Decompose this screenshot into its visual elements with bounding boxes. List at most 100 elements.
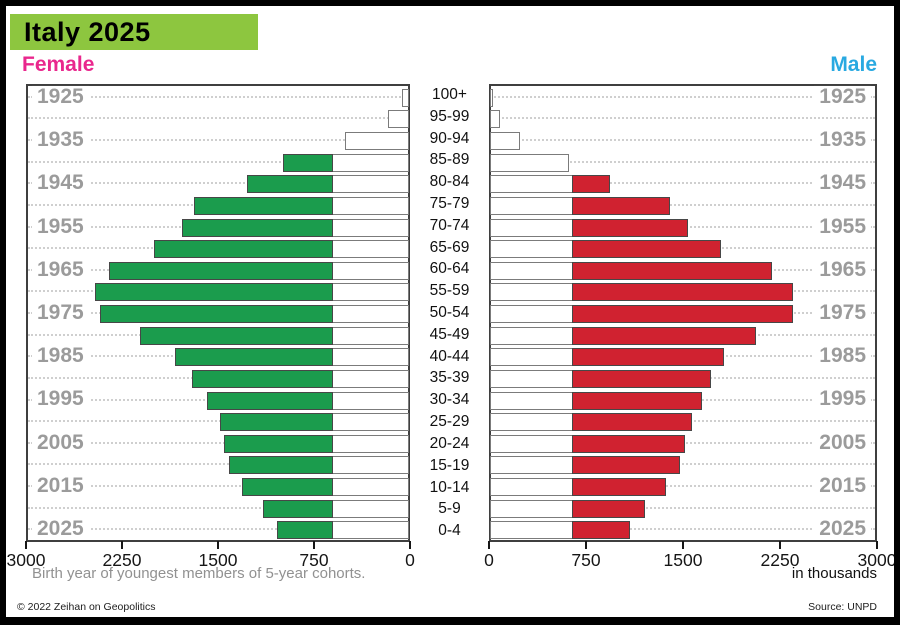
male-bar — [490, 326, 757, 345]
axis-tickmark — [876, 541, 878, 549]
female-axis-tickmarks — [25, 541, 411, 549]
axis-tick-label: 1500 — [663, 550, 703, 570]
male-cohort-row — [490, 151, 875, 173]
male-bar-colored-segment — [572, 261, 773, 280]
axis-tickmark — [779, 541, 781, 549]
female-birth-year-label: 1995 — [32, 388, 89, 411]
axis-tick-label: 750 — [299, 550, 329, 570]
female-bar-colored-segment — [108, 261, 334, 280]
female-axis-labels: 3000 2250 1500 750 0 — [7, 550, 415, 570]
age-group-label: 5-9 — [438, 500, 461, 518]
female-bar-colored-segment — [206, 391, 334, 410]
male-birth-year-label: 1935 — [814, 128, 871, 152]
male-bar-colored-segment — [572, 218, 689, 237]
female-cohort-row — [28, 86, 409, 108]
male-cohort-row — [490, 454, 875, 476]
male-bar — [490, 305, 793, 324]
male-birth-year-label: 2005 — [814, 431, 871, 454]
female-bar — [344, 132, 409, 151]
female-cohort-row — [28, 497, 409, 519]
male-axis-title: Male — [830, 53, 877, 76]
female-birth-year-label: 2015 — [32, 474, 89, 497]
female-birth-year-label: 1965 — [32, 258, 89, 281]
female-chart: 1925 1935 1945 1955 1965 1975 1985 1995 2005 2015… — [26, 84, 410, 542]
female-bar-colored-segment — [182, 218, 334, 237]
male-birth-year-label: 1995 — [814, 388, 871, 411]
female-bar — [388, 110, 409, 129]
male-birth-year-label: 1945 — [814, 172, 871, 195]
chart-title-badge: Italy 2025 — [10, 14, 258, 50]
male-cohort-row — [490, 432, 875, 454]
female-cohort-row — [28, 367, 409, 389]
male-bar — [490, 153, 569, 172]
male-bar-colored-segment — [572, 369, 711, 388]
male-birth-year-label: 2025 — [814, 518, 871, 541]
source-text: Source: UNPD — [808, 601, 877, 613]
age-group-label: 35-39 — [429, 369, 470, 387]
male-cohort-row — [490, 324, 875, 346]
chart-title: Italy 2025 — [24, 16, 151, 47]
female-cohort-row — [28, 151, 409, 173]
female-cohort-row — [28, 108, 409, 130]
axis-tickmark — [409, 541, 411, 549]
age-group-label: 55-59 — [429, 282, 470, 300]
male-birth-year-label: 2015 — [814, 474, 871, 497]
male-cohort-row — [490, 281, 875, 303]
female-bar-colored-segment — [192, 369, 334, 388]
male-bar — [490, 369, 711, 388]
female-bar — [206, 391, 409, 410]
female-bar — [247, 175, 409, 194]
male-bar-colored-segment — [572, 521, 631, 540]
age-group-label: 85-89 — [429, 151, 470, 169]
axis-tick-label: 1500 — [198, 550, 238, 570]
female-bar — [220, 413, 409, 432]
female-bar-colored-segment — [229, 456, 334, 475]
female-cohort-row — [28, 324, 409, 346]
female-cohort-row — [28, 302, 409, 324]
female-bar — [192, 369, 409, 388]
female-bar — [229, 456, 409, 475]
male-bar — [490, 521, 631, 540]
age-group-label: 100+ — [432, 85, 467, 103]
female-cohort-row — [28, 346, 409, 368]
axis-tick-label: 750 — [571, 550, 601, 570]
male-cohort-row — [490, 475, 875, 497]
female-cohort-row — [28, 173, 409, 195]
axis-tickmark — [25, 541, 27, 549]
female-bar-colored-segment — [94, 283, 334, 302]
female-bar-colored-segment — [276, 521, 334, 540]
male-bar — [490, 175, 611, 194]
female-bar — [175, 348, 409, 367]
male-cohort-row — [490, 302, 875, 324]
axis-tick-label: 0 — [484, 550, 494, 570]
axis-tick-label: 0 — [405, 550, 415, 570]
age-group-label: 60-64 — [429, 260, 470, 278]
unit-label: in thousands — [791, 565, 877, 582]
female-cohort-row — [28, 281, 409, 303]
female-bar — [94, 283, 409, 302]
male-cohort-row — [490, 216, 875, 238]
male-bar — [490, 499, 645, 518]
birth-year-caption: Birth year of youngest members of 5-year… — [32, 565, 366, 582]
male-cohort-row — [490, 194, 875, 216]
age-group-axis: 100+ 95-99 90-94 85-89 80-84 75-79 70-74 65-69 6… — [410, 84, 489, 542]
axis-tickmark — [313, 541, 315, 549]
female-bar-colored-segment — [175, 348, 334, 367]
female-birth-year-label: 1975 — [32, 301, 89, 325]
male-bar-colored-segment — [572, 499, 645, 518]
axis-tick-label: 3000 — [6, 550, 46, 570]
male-bar-colored-segment — [572, 434, 685, 453]
female-bar — [241, 478, 409, 497]
male-birth-year-label: 1965 — [814, 258, 871, 281]
female-cohort-row — [28, 475, 409, 497]
male-bar — [490, 240, 722, 259]
age-group-label: 40-44 — [429, 347, 470, 365]
female-axis-title: Female — [22, 53, 95, 76]
male-cohort-row — [490, 389, 875, 411]
male-birth-year-label: 1925 — [814, 85, 871, 108]
male-bar-colored-segment — [572, 456, 680, 475]
female-bar — [182, 218, 409, 237]
female-bar — [99, 305, 409, 324]
female-bar — [139, 326, 409, 345]
male-bar — [490, 132, 521, 151]
